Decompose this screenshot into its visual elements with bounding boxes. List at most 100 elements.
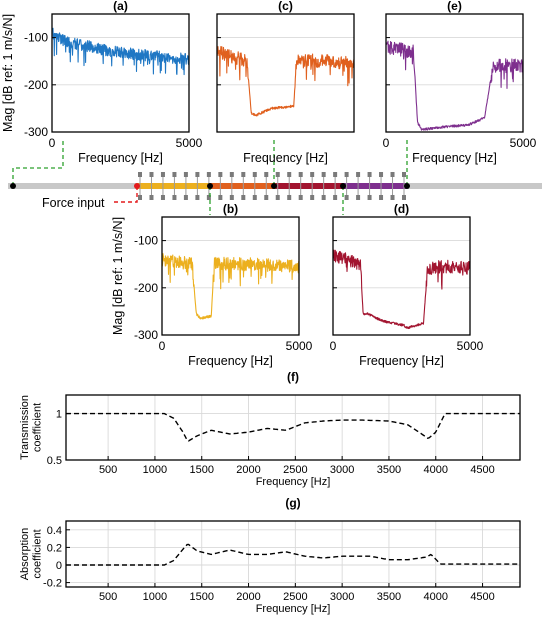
measurement-point-3 (340, 183, 346, 189)
force-point (134, 183, 140, 189)
resonator-bottom (402, 195, 406, 200)
xtick-label-d: 0 (330, 339, 337, 353)
xtick-label-f: 3500 (377, 464, 401, 476)
panel-a: -300 -200 -100 0 5000 Frequency [Hz] Mag [dB r… (1, 0, 203, 165)
xtick-label-g: 2000 (236, 591, 260, 603)
ytick-label-b: -200 (134, 281, 158, 295)
resonator-top (241, 172, 246, 177)
xtick-label-g: 4500 (470, 591, 494, 603)
resonator-top (321, 172, 326, 177)
ytick-label-a: -300 (24, 125, 48, 139)
ytick-label-g: 0 (56, 560, 62, 572)
panel-g: -0.2 0 0.2 0.4 500 1000 1500 2000 2500 3000 3500 40… (19, 496, 521, 615)
axes-frame-a (51, 13, 190, 133)
axes-frame-f (65, 394, 521, 461)
xtick-label-g: 1500 (189, 591, 213, 603)
beam-schematic (8, 140, 542, 215)
xlabel-a: Frequency [Hz] (78, 151, 163, 165)
resonator-top (287, 172, 292, 177)
panel-e: 0 5000 Frequency [Hz] (e) (383, 0, 537, 165)
resonator-top (310, 172, 315, 177)
xtick-label-f: 4500 (470, 464, 494, 476)
ytick-label-a: -200 (24, 78, 48, 92)
panel-b: -300 -200 -100 0 5000 Frequency [Hz] Mag [dB r… (111, 202, 313, 368)
xtick-label-g: 500 (99, 591, 117, 603)
ytick-label-a: -100 (24, 31, 48, 45)
xtick-label-g: 4000 (424, 591, 448, 603)
resonator-top (379, 172, 384, 177)
resonator-bottom (321, 195, 326, 200)
resonator-top (264, 172, 269, 177)
resonator-bottom (229, 195, 234, 200)
axes-frame-g (65, 520, 521, 588)
panel-label-e: (e) (447, 0, 462, 13)
xtick-label-f: 500 (99, 464, 117, 476)
ytick-label-g: -0.2 (43, 578, 62, 590)
beam-section-0 (137, 183, 210, 189)
ylabel-f: Transmissioncoefficient (19, 395, 44, 460)
measurement-point-1 (207, 183, 213, 189)
resonator-bottom (287, 195, 292, 200)
xlabel-g: Frequency [Hz] (256, 603, 331, 615)
resonator-bottom (252, 195, 257, 200)
series-line-e (385, 40, 524, 131)
xtick-label-e: 5000 (510, 136, 537, 150)
xtick-label-g: 3500 (377, 591, 401, 603)
panel-label-d: (d) (394, 202, 409, 216)
resonator-bottom (275, 195, 280, 200)
resonator-bottom (264, 195, 269, 200)
resonator-top (160, 172, 165, 177)
resonator-bottom (310, 195, 315, 200)
xtick-label-g: 1000 (143, 591, 167, 603)
xtick-label-e: 0 (383, 136, 390, 150)
panel-c: Frequency [Hz] (c) (216, 0, 355, 165)
resonator-top (333, 172, 338, 177)
ytick-label-g: 0.4 (47, 525, 62, 537)
resonator-bottom (206, 195, 211, 200)
resonator-bottom (218, 195, 223, 200)
ylabel-line2-f: coefficient (31, 403, 43, 452)
panel-d: 0 5000 Frequency [Hz] (d) (330, 202, 484, 368)
ylabel-g: Absorptioncoefficient (19, 528, 44, 581)
axes-frame-e (385, 13, 524, 133)
resonator-bottom (390, 195, 395, 200)
panel-label-b: (b) (223, 202, 238, 216)
resonator-bottom (172, 195, 177, 200)
resonator-bottom (138, 195, 142, 200)
axes-frame-c (216, 13, 355, 133)
resonator-top (172, 172, 177, 177)
resonator-top (402, 172, 406, 177)
resonator-top (275, 172, 280, 177)
resonator-top (367, 172, 372, 177)
resonator-bottom (344, 195, 349, 200)
xlabel-e: Frequency [Hz] (412, 151, 497, 165)
xtick-label-d: 5000 (457, 339, 484, 353)
xlabel-d: Frequency [Hz] (359, 354, 444, 368)
ytick-label-b: -100 (134, 234, 158, 248)
panel-label-f: (f) (287, 370, 299, 384)
measurement-point-2 (271, 183, 277, 189)
ytick-label-g: 0.2 (47, 542, 62, 554)
xtick-label-f: 3000 (330, 464, 354, 476)
xtick-label-f: 2500 (283, 464, 307, 476)
connector-0 (12, 140, 64, 186)
panel-label-c: (c) (278, 0, 293, 13)
resonator-top (356, 172, 361, 177)
axes-frame-d (332, 216, 471, 336)
panel-label-g: (g) (285, 496, 300, 510)
panel-label-a: (a) (113, 0, 128, 13)
resonator-top (183, 172, 188, 177)
xtick-label-b: 5000 (286, 339, 313, 353)
resonator-bottom (367, 195, 372, 200)
force-input-label: Force input (42, 196, 105, 210)
series-line-g (66, 543, 520, 566)
xlabel-b: Frequency [Hz] (188, 354, 273, 368)
ytick-label-b: -300 (134, 328, 158, 342)
resonator-top (195, 172, 200, 177)
xtick-label-f: 1500 (189, 464, 213, 476)
series-line-a (51, 27, 190, 76)
